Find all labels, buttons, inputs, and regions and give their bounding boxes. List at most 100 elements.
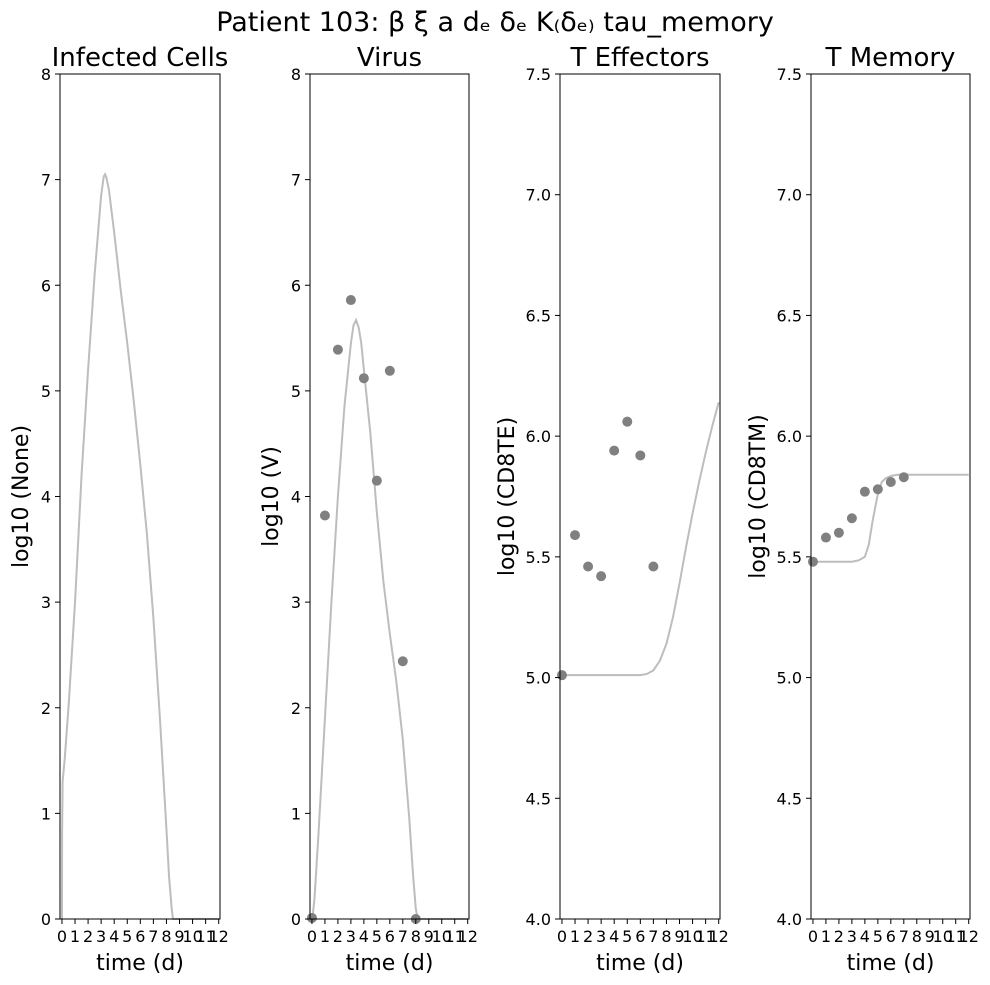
y-tick-label: 4 [291, 488, 301, 507]
x-tick-label: 10 [182, 927, 202, 946]
data-point [371, 475, 382, 486]
y-axis-label: log10 (CD8TE) [495, 417, 520, 576]
x-tick-label: 5 [372, 927, 382, 946]
y-tick-label: 5.5 [526, 548, 551, 567]
x-tick-label: 10 [432, 927, 452, 946]
y-tick-label: 6.0 [526, 427, 551, 446]
x-tick-label: 11 [445, 927, 465, 946]
x-tick-label: 9 [424, 927, 434, 946]
x-tick-label: 7 [398, 927, 408, 946]
x-tick-label: 1 [570, 927, 580, 946]
y-axis-label: log10 (None) [9, 425, 34, 568]
x-tick-label: 9 [174, 927, 184, 946]
x-tick-label: 6 [635, 927, 645, 946]
data-point [648, 561, 659, 572]
data-point [846, 513, 857, 524]
x-tick-label: 11 [195, 927, 215, 946]
x-tick-label: 6 [886, 927, 896, 946]
data-point [807, 556, 818, 567]
y-tick-label: 4.0 [777, 910, 802, 929]
data-point [872, 484, 883, 495]
y-tick-label: 8 [41, 65, 51, 84]
data-point [570, 530, 581, 541]
y-tick-label: 3 [291, 593, 301, 612]
data-point [833, 527, 844, 538]
y-tick-label: 6 [41, 276, 51, 295]
x-tick-label: 1 [821, 927, 831, 946]
model-curve [561, 402, 720, 677]
data-point [583, 561, 594, 572]
axes-frame [810, 73, 971, 920]
x-axis-label: time (d) [96, 951, 184, 976]
subplot-4: 0 1 2 3 4 5 6 7 8 91011124.04.55.05.56.06.57.07.5… [746, 43, 979, 976]
x-tick-label: 5 [873, 927, 883, 946]
x-tick-label: 11 [695, 927, 715, 946]
x-tick-label: 4 [609, 927, 619, 946]
x-tick-label: 8 [411, 927, 421, 946]
x-axis-label: time (d) [346, 951, 434, 976]
y-tick-label: 7.0 [777, 186, 802, 205]
x-tick-label: 6 [385, 927, 395, 946]
x-tick-label: 1 [320, 927, 330, 946]
x-tick-label: 5 [122, 927, 132, 946]
x-tick-label: 6 [135, 927, 145, 946]
y-tick-label: 6.0 [777, 427, 802, 446]
x-tick-label: 5 [622, 927, 632, 946]
x-tick-label: 2 [333, 927, 343, 946]
x-tick-label: 2 [583, 927, 593, 946]
data-point [384, 365, 395, 376]
x-tick-label: 9 [674, 927, 684, 946]
figure-suptitle: Patient 103: β ξ a dₑ δₑ K₍δₑ₎ tau_memor… [216, 7, 774, 38]
x-tick-label: 12 [209, 927, 229, 946]
y-tick-label: 7 [41, 171, 51, 190]
subplot-title: T Effectors [569, 43, 709, 73]
model-curve [60, 172, 219, 920]
y-tick-label: 4 [41, 488, 51, 507]
model-curve [812, 473, 969, 563]
y-tick-label: 6.5 [777, 306, 802, 325]
y-tick-label: 1 [41, 804, 51, 823]
data-point [859, 486, 870, 497]
y-tick-label: 0 [291, 910, 301, 929]
data-point [397, 656, 408, 667]
x-tick-label: 2 [834, 927, 844, 946]
y-tick-label: 5 [41, 382, 51, 401]
data-point [345, 295, 356, 306]
y-tick-label: 4.0 [526, 910, 551, 929]
x-tick-label: 10 [682, 927, 702, 946]
y-tick-label: 4.5 [777, 789, 802, 808]
data-point [898, 472, 909, 483]
data-point [596, 571, 607, 582]
y-tick-label: 2 [41, 699, 51, 718]
x-tick-label: 0 [808, 927, 818, 946]
x-tick-label: 3 [346, 927, 356, 946]
x-tick-label: 3 [96, 927, 106, 946]
x-tick-label: 0 [557, 927, 567, 946]
y-tick-label: 7.0 [526, 186, 551, 205]
y-tick-label: 5.0 [777, 669, 802, 688]
y-tick-label: 4.5 [526, 789, 551, 808]
y-tick-label: 8 [291, 65, 301, 84]
data-point [306, 912, 317, 923]
y-tick-label: 7.5 [777, 65, 802, 84]
y-tick-label: 7 [291, 171, 301, 190]
y-tick-label: 0 [41, 910, 51, 929]
data-point [556, 670, 567, 681]
y-tick-label: 5 [291, 382, 301, 401]
x-tick-label: 8 [661, 927, 671, 946]
subplot-title: Virus [357, 43, 422, 73]
x-tick-label: 7 [899, 927, 909, 946]
x-tick-label: 12 [709, 927, 729, 946]
data-point [332, 344, 343, 355]
x-tick-label: 0 [57, 927, 67, 946]
x-tick-label: 3 [596, 927, 606, 946]
y-axis-label: log10 (V) [259, 446, 284, 547]
x-axis-label: time (d) [596, 951, 684, 976]
x-tick-label: 12 [458, 927, 478, 946]
subplot-title: Infected Cells [52, 43, 229, 73]
data-point [622, 416, 633, 427]
x-axis-label: time (d) [847, 951, 935, 976]
